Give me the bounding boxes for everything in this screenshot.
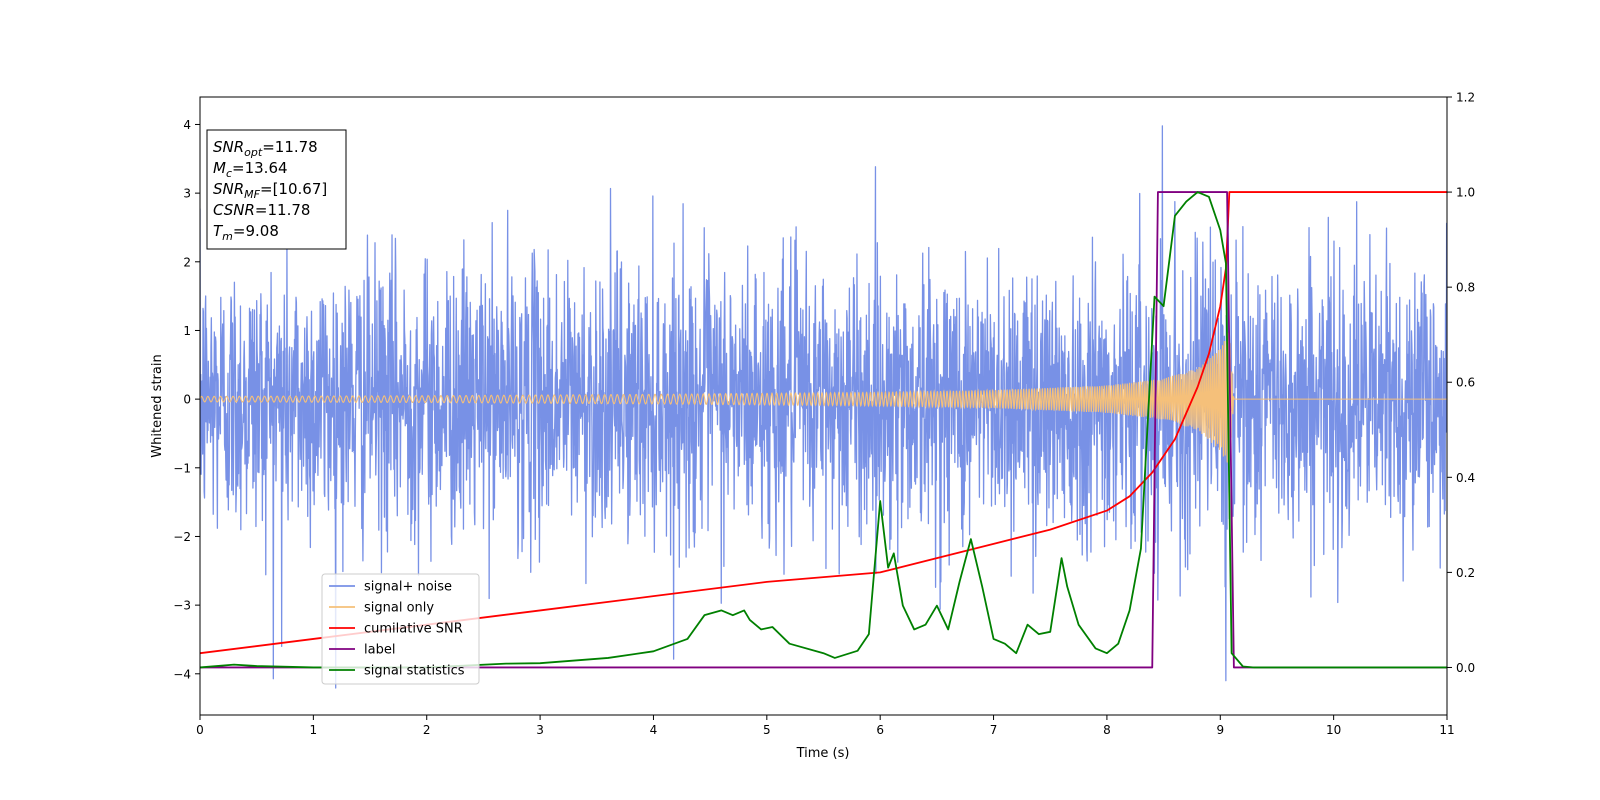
y-axis-left: −4 −3 −2 −1 0 1 2 3 4 bbox=[173, 118, 200, 681]
y-right-tick-label: 0.4 bbox=[1456, 471, 1475, 485]
plot-area bbox=[200, 125, 1447, 689]
x-tick-label: 9 bbox=[1216, 723, 1224, 737]
series-signal-statistics bbox=[200, 191, 1447, 669]
annotation-line: CSNR=11.78 bbox=[213, 201, 310, 219]
x-tick-label: 6 bbox=[876, 723, 884, 737]
series-signal-noise bbox=[200, 125, 1447, 689]
y-tick-label: −2 bbox=[173, 530, 191, 544]
y-axis-right: 0.0 0.2 0.4 0.6 0.8 1.0 1.2 bbox=[1447, 91, 1475, 675]
y-tick-label: −3 bbox=[173, 599, 191, 613]
y-axis-label: Whitened strain bbox=[150, 354, 165, 457]
annotation-frame bbox=[206, 129, 347, 250]
annotation-subscript: MF bbox=[244, 188, 260, 201]
legend-frame bbox=[321, 573, 480, 685]
x-tick-label: 5 bbox=[763, 723, 771, 737]
x-tick-label: 10 bbox=[1326, 723, 1341, 737]
annotation-symbol: SNR bbox=[213, 180, 244, 198]
x-tick-label: 3 bbox=[536, 723, 544, 737]
annotation-subscript: c bbox=[226, 167, 232, 180]
legend: signal+ noise signal only cumilative SNR la… bbox=[321, 573, 480, 685]
legend-label: signal+ noise bbox=[364, 580, 452, 595]
x-tick-label: 7 bbox=[990, 723, 998, 737]
y-tick-label: 4 bbox=[183, 118, 191, 132]
x-tick-label: 2 bbox=[423, 723, 431, 737]
y-tick-label: 1 bbox=[183, 324, 191, 338]
series-signal-only bbox=[200, 332, 1447, 467]
annotation-box: SNRopt=11.78Mc=13.64SNRMF=[10.67]CSNR=11… bbox=[206, 129, 347, 250]
annotation-value: =11.78 bbox=[262, 138, 318, 156]
series-cumulative-snr bbox=[200, 191, 1447, 655]
annotation-symbol: M bbox=[213, 159, 226, 177]
legend-label: label bbox=[364, 643, 395, 658]
legend-label: signal only bbox=[364, 601, 434, 616]
y-tick-label: 3 bbox=[183, 187, 191, 201]
y-right-tick-label: 1.0 bbox=[1456, 186, 1475, 200]
y-tick-label: −4 bbox=[173, 667, 191, 681]
annotation-value: =[10.67] bbox=[260, 180, 327, 198]
y-right-tick-label: 1.2 bbox=[1456, 91, 1475, 105]
annotation-value: =11.78 bbox=[255, 201, 311, 219]
y-tick-label: −1 bbox=[173, 461, 191, 475]
annotation-symbol: CSNR bbox=[213, 201, 255, 219]
x-tick-label: 11 bbox=[1439, 723, 1454, 737]
annotation-subscript: m bbox=[222, 230, 233, 243]
annotation-value: =13.64 bbox=[232, 159, 288, 177]
y-right-tick-label: 0.2 bbox=[1456, 566, 1475, 580]
annotation-value: =9.08 bbox=[233, 222, 279, 240]
x-tick-label: 8 bbox=[1103, 723, 1111, 737]
annotation-line: Tm=9.08 bbox=[213, 222, 279, 243]
annotation-symbol: SNR bbox=[213, 138, 244, 156]
x-tick-label: 0 bbox=[196, 723, 204, 737]
x-axis: 0 1 2 3 4 5 6 7 8 9 10 11 bbox=[196, 715, 1455, 737]
annotation-symbol: T bbox=[213, 222, 224, 240]
y-right-tick-label: 0.0 bbox=[1456, 661, 1475, 675]
plot-frame bbox=[199, 96, 1448, 716]
y-tick-label: 2 bbox=[183, 255, 191, 269]
legend-label: signal statistics bbox=[364, 664, 465, 679]
y-tick-label: 0 bbox=[183, 393, 191, 407]
legend-label: cumilative SNR bbox=[364, 622, 463, 637]
x-tick-label: 4 bbox=[650, 723, 658, 737]
x-axis-label: Time (s) bbox=[796, 746, 850, 761]
y-right-tick-label: 0.8 bbox=[1456, 281, 1475, 295]
y-right-tick-label: 0.6 bbox=[1456, 376, 1475, 390]
annotation-line: SNRMF=[10.67] bbox=[213, 180, 327, 201]
annotation-subscript: opt bbox=[244, 146, 263, 159]
annotation-line: SNRopt=11.78 bbox=[213, 138, 318, 159]
x-tick-label: 1 bbox=[310, 723, 318, 737]
annotation-line: Mc=13.64 bbox=[213, 159, 288, 180]
